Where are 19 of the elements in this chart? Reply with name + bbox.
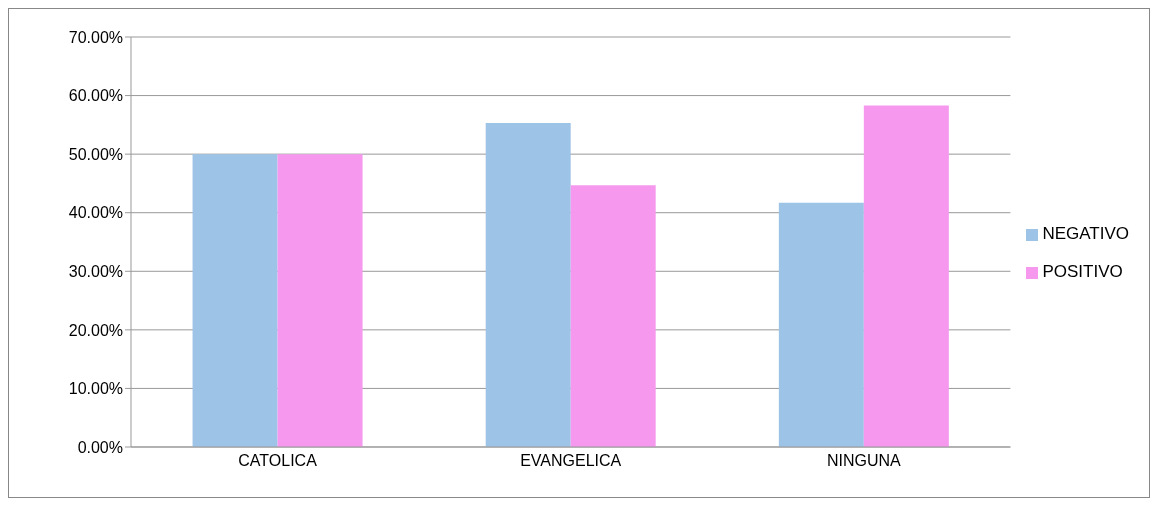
x-tick-label: NINGUNA [826,452,902,470]
y-tick-label: 60.00% [68,87,123,105]
x-tick-label: CATOLICA [238,452,318,470]
bar [570,185,656,447]
bar [863,105,949,447]
y-tick-label: 30.00% [68,262,123,280]
bar [192,154,278,447]
bar [485,123,571,447]
y-tick-label: 0.00% [77,438,123,456]
legend-label: POSITIVO [1042,262,1123,281]
legend-label: NEGATIVO [1042,224,1129,243]
y-tick-label: 10.00% [68,380,123,398]
y-tick-label: 20.00% [68,321,123,339]
bar [277,154,363,447]
y-tick-label: 40.00% [68,204,123,222]
y-tick-label: 70.00% [68,28,123,46]
bar [778,202,864,447]
y-tick-label: 50.00% [68,145,123,163]
x-tick-label: EVANGELICA [520,452,622,470]
